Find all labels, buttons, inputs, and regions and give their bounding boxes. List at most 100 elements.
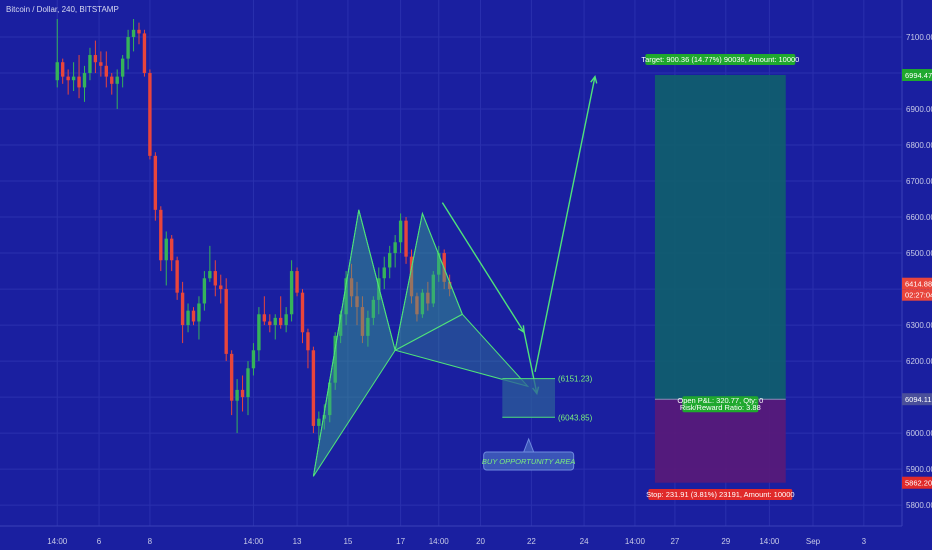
candle-body	[251, 350, 256, 369]
candle-body	[360, 307, 365, 336]
candle	[77, 55, 81, 99]
pattern-projection	[393, 313, 530, 388]
x-tick-label: 24	[580, 537, 589, 546]
candle	[257, 307, 261, 362]
buy-zone-box	[502, 378, 556, 418]
candle	[409, 249, 414, 304]
candle	[71, 62, 76, 92]
candle-body	[219, 285, 223, 290]
candle-body	[338, 314, 343, 336]
candle	[202, 271, 207, 311]
y-tick-label: 6000.00	[906, 429, 932, 438]
candle	[404, 217, 408, 264]
candle-body	[289, 271, 294, 315]
candle-body	[415, 296, 419, 315]
candle	[295, 267, 299, 297]
buy-zone: (6151.23) (6043.85) BUY OPPORTUNITY AREA	[482, 375, 593, 471]
candle	[382, 256, 386, 290]
candle-body	[93, 55, 98, 63]
candle-body	[66, 76, 70, 81]
pattern-legs	[312, 209, 463, 477]
candle	[240, 375, 245, 412]
target-price-tag-box	[902, 69, 932, 82]
candle	[268, 314, 272, 333]
candle-body	[131, 29, 136, 38]
candle	[415, 292, 419, 322]
candle-body	[126, 37, 130, 59]
candle	[148, 69, 152, 160]
candle	[273, 314, 277, 340]
y-tick-label: 6900.00	[906, 105, 932, 114]
candle-body	[235, 389, 239, 401]
candle-body	[180, 292, 185, 326]
x-tick-label: 6	[97, 537, 102, 546]
candle	[420, 289, 425, 318]
candle-body	[262, 314, 267, 322]
candle-body	[77, 76, 81, 88]
candle-body	[355, 296, 359, 308]
candle-body	[431, 274, 435, 304]
x-tick-label: 14:00	[429, 537, 450, 546]
x-tick-label: 13	[293, 537, 302, 546]
position-zones	[654, 75, 786, 483]
candle	[360, 296, 365, 344]
candle-body	[420, 292, 425, 315]
risk-reward-label: Risk/Reward Ratio: 3.88	[680, 403, 761, 412]
candle-body	[322, 415, 326, 419]
candle-body	[104, 65, 108, 77]
candle	[110, 73, 114, 95]
entry-price-tag: 6094.11	[905, 395, 932, 404]
candle-body	[55, 62, 59, 81]
candle	[88, 47, 92, 81]
candle-body	[279, 317, 283, 326]
candle-body	[295, 271, 299, 293]
candle	[398, 213, 403, 254]
x-tick-label: 3	[862, 537, 867, 546]
countdown-box	[902, 289, 932, 301]
candle	[366, 310, 370, 347]
y-tick-label: 6300.00	[906, 321, 932, 330]
candle-body	[186, 310, 190, 326]
buy-area-label-box	[483, 451, 575, 471]
candle-body	[120, 58, 125, 77]
candle	[224, 278, 228, 362]
candle-body	[71, 76, 76, 81]
candle-body	[404, 220, 408, 257]
candle	[82, 65, 87, 102]
candle	[175, 256, 179, 300]
x-tick-label: 8	[148, 537, 153, 546]
candle	[344, 271, 348, 326]
candle-body	[164, 238, 168, 261]
x-tick-label: 14:00	[243, 537, 264, 546]
candle-body	[142, 33, 147, 74]
candle-body	[246, 368, 250, 398]
candle-body	[317, 418, 321, 426]
candle-body	[388, 253, 392, 268]
buy-area-label: BUY OPPORTUNITY AREA	[482, 457, 576, 466]
candle	[279, 296, 283, 329]
candle	[333, 332, 337, 390]
candle	[186, 303, 190, 333]
y-axis[interactable]: 5800.005900.006000.006100.006200.006300.…	[901, 0, 932, 526]
x-tick-label: 22	[527, 537, 536, 546]
candle	[115, 69, 119, 110]
candle	[349, 263, 354, 308]
stop-zone	[654, 399, 786, 483]
candle-body	[366, 317, 370, 336]
current-price-tag: 6414.88	[905, 280, 932, 289]
upper-level-label: (6151.23)	[558, 375, 593, 384]
candle-body	[213, 271, 217, 286]
candle-body	[153, 155, 158, 210]
candle	[93, 40, 98, 74]
candle	[180, 281, 185, 344]
x-tick-label: 29	[721, 537, 730, 546]
x-axis[interactable]: 14:00 6 8 14:00 13 15 17 14:00 20 22 24 14:00 27 29 14…	[0, 525, 902, 546]
candle-body	[273, 317, 277, 326]
candle-body	[82, 73, 87, 88]
arrow-line	[534, 76, 596, 373]
candle-body	[115, 76, 119, 84]
candle	[311, 346, 316, 434]
entry-price-tag-box	[902, 393, 932, 406]
candles	[55, 19, 452, 441]
